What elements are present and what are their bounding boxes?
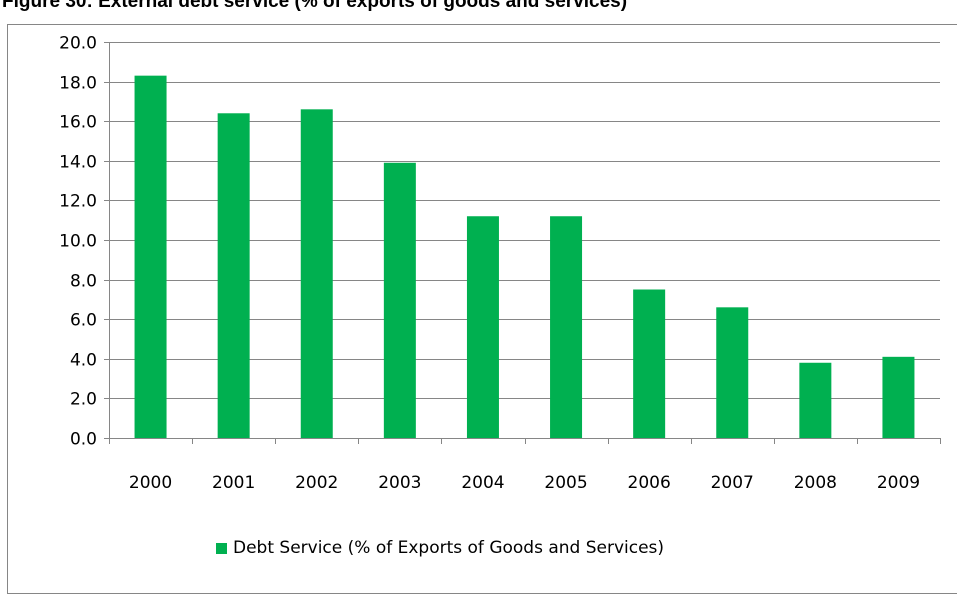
y-tick-label: 16.0 bbox=[59, 113, 97, 133]
x-tick-label: 2004 bbox=[461, 473, 504, 493]
y-tick-label: 14.0 bbox=[59, 153, 97, 173]
bar-2008 bbox=[799, 362, 832, 438]
legend-label: Debt Service (% of Exports of Goods and … bbox=[233, 538, 665, 558]
bar-2007 bbox=[716, 307, 749, 438]
legend-swatch bbox=[216, 542, 227, 554]
x-tick-label: 2005 bbox=[544, 473, 587, 493]
bar-2006 bbox=[633, 289, 666, 438]
y-tick-label: 10.0 bbox=[59, 232, 97, 252]
x-tick-label: 2008 bbox=[794, 473, 837, 493]
bar-chart: 0.02.04.06.08.010.012.014.016.018.020.0 … bbox=[59, 34, 941, 493]
x-tick-labels: 2000 2001 2002 2003 2004 2005 2006 2007 2008 2009 bbox=[129, 473, 920, 493]
chart-title: Figure 30: External debt service (% of e… bbox=[2, 0, 628, 12]
bars bbox=[134, 75, 915, 438]
y-tick-label: 8.0 bbox=[70, 272, 97, 292]
bar-2004 bbox=[466, 216, 499, 438]
x-tick-label: 2000 bbox=[129, 473, 172, 493]
legend: Debt Service (% of Exports of Goods and … bbox=[216, 538, 664, 558]
bar-2002 bbox=[300, 109, 333, 438]
bar-2000 bbox=[134, 75, 167, 438]
y-tick-label: 20.0 bbox=[59, 34, 97, 54]
y-tick-label: 2.0 bbox=[70, 390, 97, 410]
x-tick-label: 2007 bbox=[711, 473, 754, 493]
bar-2001 bbox=[217, 113, 250, 438]
x-tick-label: 2001 bbox=[212, 473, 255, 493]
y-tick-label: 0.0 bbox=[70, 430, 97, 450]
y-tick-label: 12.0 bbox=[59, 192, 97, 212]
x-tick-label: 2003 bbox=[378, 473, 421, 493]
y-tick-label: 18.0 bbox=[59, 74, 97, 94]
bar-2009 bbox=[882, 356, 915, 438]
x-tick-label: 2002 bbox=[295, 473, 338, 493]
y-tick-label: 4.0 bbox=[70, 351, 97, 371]
y-tick-label: 6.0 bbox=[70, 311, 97, 331]
x-tick-label: 2009 bbox=[877, 473, 920, 493]
bar-2005 bbox=[550, 216, 583, 438]
y-tick-labels: 0.0 2.0 4.0 6.0 8.0 10.0 12.0 14.0 16.0 18.0 20.0 bbox=[59, 34, 97, 450]
x-tick-label: 2006 bbox=[628, 473, 671, 493]
bar-2003 bbox=[383, 162, 416, 438]
axes bbox=[109, 42, 941, 444]
